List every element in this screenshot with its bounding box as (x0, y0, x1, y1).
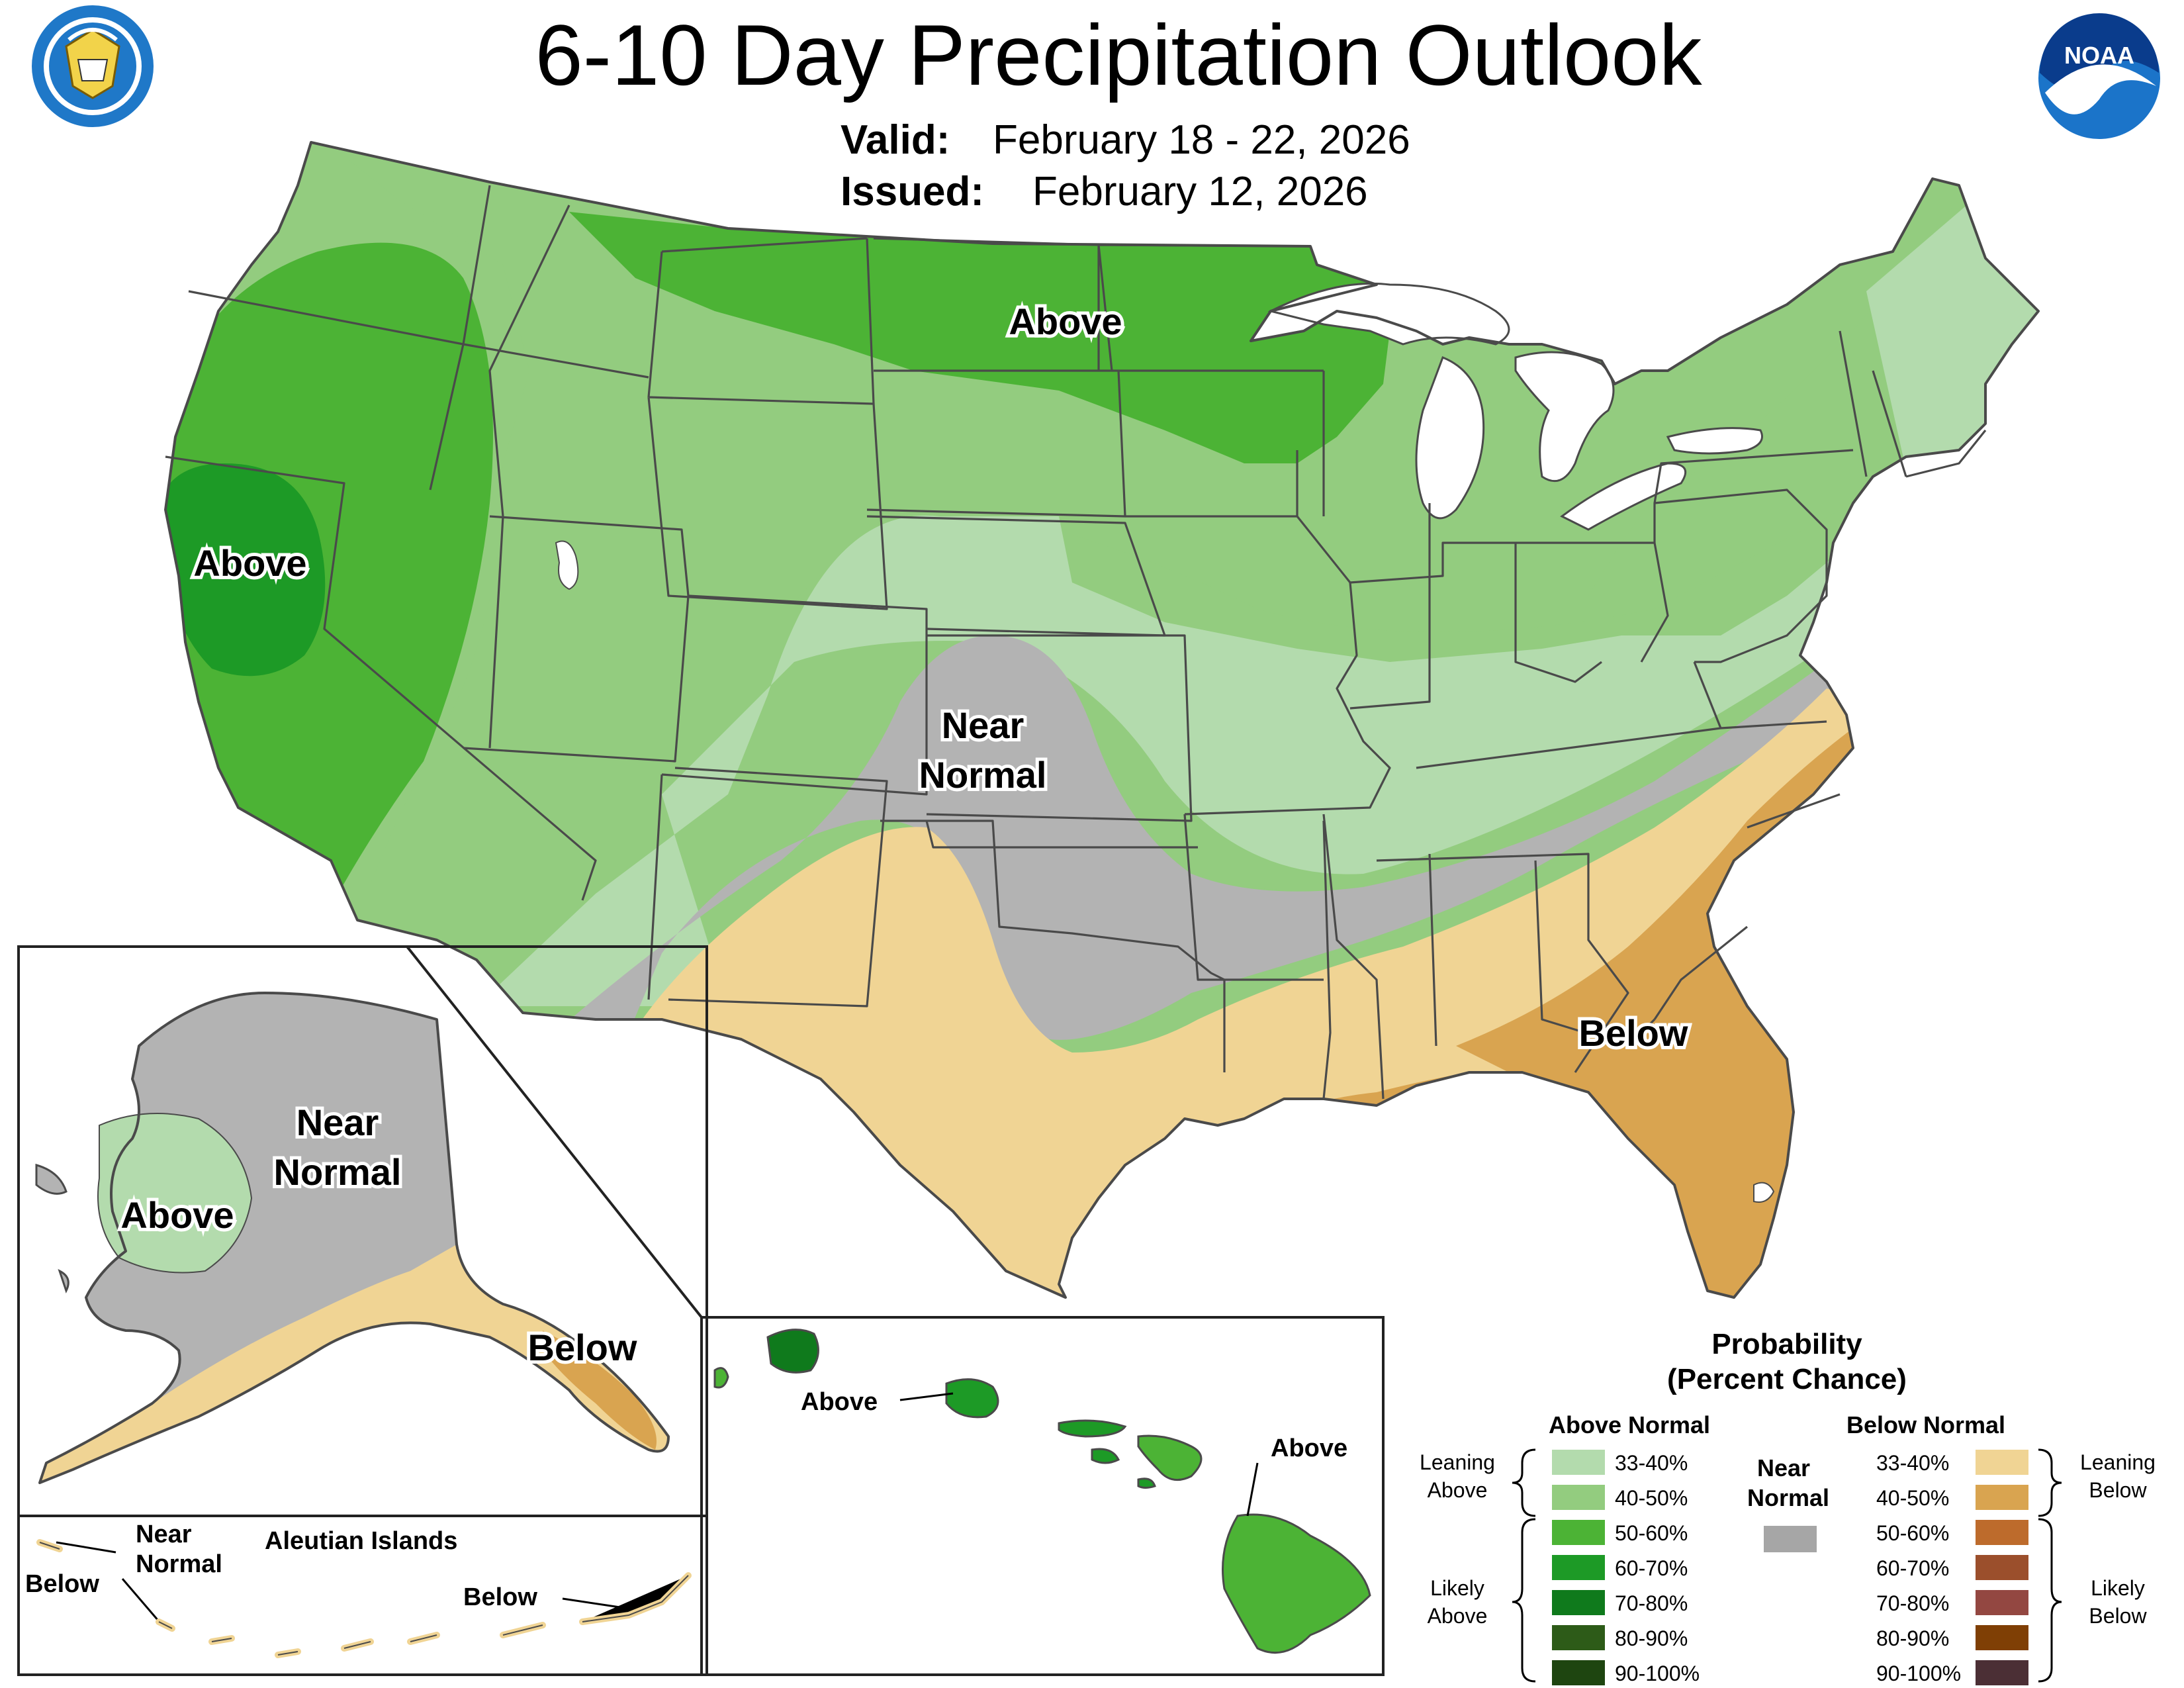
conus-label-near-2: Normal (919, 754, 1047, 796)
legend-below-label-6: 90-100% (1876, 1662, 1961, 1685)
legend-above-swatch-3 (1552, 1555, 1605, 1580)
legend-above-swatch-1 (1552, 1485, 1605, 1510)
legend-below-label-1: 40-50% (1876, 1486, 1949, 1510)
conus-label-below: Below (1579, 1012, 1688, 1054)
hawaii-label-above-east: Above (1271, 1434, 1347, 1462)
legend-below-label-0: 33-40% (1876, 1451, 1949, 1475)
conus-below-33-40-region (629, 688, 1873, 1297)
aleutian-below-east-label: Below (463, 1583, 537, 1611)
legend-title-2: (Percent Chance) (1667, 1363, 1907, 1395)
hawaii-maui (1137, 1434, 1203, 1481)
hawaii-oahu (945, 1378, 999, 1419)
legend-below-label-4: 70-80% (1876, 1591, 1949, 1615)
conus-near-normal-region (563, 635, 1853, 1040)
conus-above-33-40-east (477, 142, 2038, 1006)
aleutian-below-west-label: Below (25, 1570, 99, 1598)
legend-near-header-2: Normal (1747, 1484, 1829, 1511)
legend-near-header-1: Near (1757, 1454, 1810, 1481)
alaska-label-below: Below (528, 1327, 637, 1368)
hawaii-inset: Above Above (713, 1329, 1371, 1654)
hawaii-label-above-west: Above (801, 1388, 878, 1416)
noaa-logo: NOAA (2038, 13, 2160, 139)
legend-leaning-below-1: Leaning (2080, 1450, 2156, 1474)
legend-likely-below-2: Below (2089, 1604, 2147, 1628)
legend-above-label-1: 40-50% (1615, 1486, 1688, 1510)
legend-above-swatch-4 (1552, 1590, 1605, 1615)
valid-date: February 18 - 22, 2026 (993, 117, 1410, 163)
commerce-seal-logo (32, 5, 154, 127)
valid-label: Valid: (841, 117, 950, 163)
conus-above-60-70-west (165, 463, 326, 677)
conus-outlook: Above Above Near Normal Below (164, 141, 2040, 1299)
legend-above-label-5: 80-90% (1615, 1626, 1688, 1650)
legend-below-swatch-6 (1976, 1660, 2028, 1685)
alaska-label-above: Above (120, 1194, 234, 1236)
noaa-logo-text: NOAA (2064, 42, 2134, 69)
aleutian-near-label-2: Normal (136, 1550, 222, 1578)
hawaii-big-island (1222, 1513, 1371, 1654)
legend-above-label-4: 70-80% (1615, 1591, 1688, 1615)
legend-near-normal-swatch (1764, 1526, 1817, 1552)
legend-below-swatch-5 (1976, 1625, 2028, 1650)
legend-title-1: Probability (1711, 1328, 1862, 1360)
legend-likely-above-2: Above (1428, 1604, 1488, 1628)
conus-label-above-west: Above (193, 542, 306, 584)
legend-below-swatch-4 (1976, 1590, 2028, 1615)
alaska-above-33-40-region (97, 1113, 253, 1274)
alaska-below-33-40-region (40, 1244, 668, 1483)
alaska-landmass (40, 993, 668, 1483)
conus-below-40-50-region (1456, 728, 1880, 1297)
great-salt-lake (555, 540, 579, 590)
legend: Probability (Percent Chance) Above Norma… (1420, 1328, 2156, 1685)
alaska-inset: Near Normal Above Below Aleutian Islands… (17, 945, 1385, 1676)
legend-below-swatch-1 (1976, 1485, 2028, 1510)
legend-below-swatch-0 (1976, 1450, 2028, 1475)
map-title: 6-10 Day Precipitation Outlook (535, 7, 1702, 103)
legend-above-label-3: 60-70% (1615, 1556, 1688, 1580)
hawaii-molokai (1058, 1419, 1127, 1438)
legend-below-label-2: 50-60% (1876, 1521, 1949, 1545)
issued-date: February 12, 2026 (1032, 169, 1368, 214)
issued-label: Issued: (841, 169, 984, 214)
legend-below-label-3: 60-70% (1876, 1556, 1949, 1580)
conus-label-near-1: Near (942, 704, 1024, 746)
hawaii-kauai (766, 1329, 819, 1374)
legend-below-label-5: 80-90% (1876, 1626, 1949, 1650)
legend-above-swatch-2 (1552, 1520, 1605, 1545)
legend-leaning-above-1: Leaning (1420, 1450, 1495, 1474)
legend-above-label-2: 50-60% (1615, 1521, 1688, 1545)
legend-below-header: Below Normal (1846, 1411, 2005, 1438)
aleutian-title: Aleutian Islands (265, 1527, 457, 1555)
alaska-below-40-50-region (543, 1331, 657, 1450)
legend-likely-below-1: Likely (2091, 1576, 2145, 1600)
legend-rows: 33-40% 40-50% 50-60% 60-70% 70-80% 80-90% 90-1… (1552, 1450, 2028, 1685)
great-lakes (1267, 282, 1763, 531)
legend-above-swatch-0 (1552, 1450, 1605, 1475)
state-borders (165, 185, 1987, 1100)
conus-label-above-north: Above (1009, 301, 1122, 342)
aleutian-near-label-1: Near (136, 1521, 192, 1548)
alaska-label-near-1: Near (296, 1102, 379, 1143)
legend-above-swatch-6 (1552, 1660, 1605, 1685)
conus-above-33-40-region (794, 165, 2038, 662)
conus-above-50-60-north (569, 212, 1390, 463)
legend-above-header: Above Normal (1549, 1411, 1710, 1438)
alaska-label-near-2: Normal (274, 1151, 402, 1193)
legend-above-label-0: 33-40% (1615, 1451, 1688, 1475)
legend-likely-above-1: Likely (1430, 1576, 1484, 1600)
legend-leaning-below-2: Below (2089, 1478, 2147, 1502)
legend-above-label-6: 90-100% (1615, 1662, 1700, 1685)
legend-leaning-above-2: Above (1428, 1478, 1488, 1502)
legend-below-swatch-3 (1976, 1555, 2028, 1580)
legend-below-swatch-2 (1976, 1520, 2028, 1545)
legend-above-swatch-5 (1552, 1625, 1605, 1650)
conus-above-50-60-west (165, 242, 493, 907)
